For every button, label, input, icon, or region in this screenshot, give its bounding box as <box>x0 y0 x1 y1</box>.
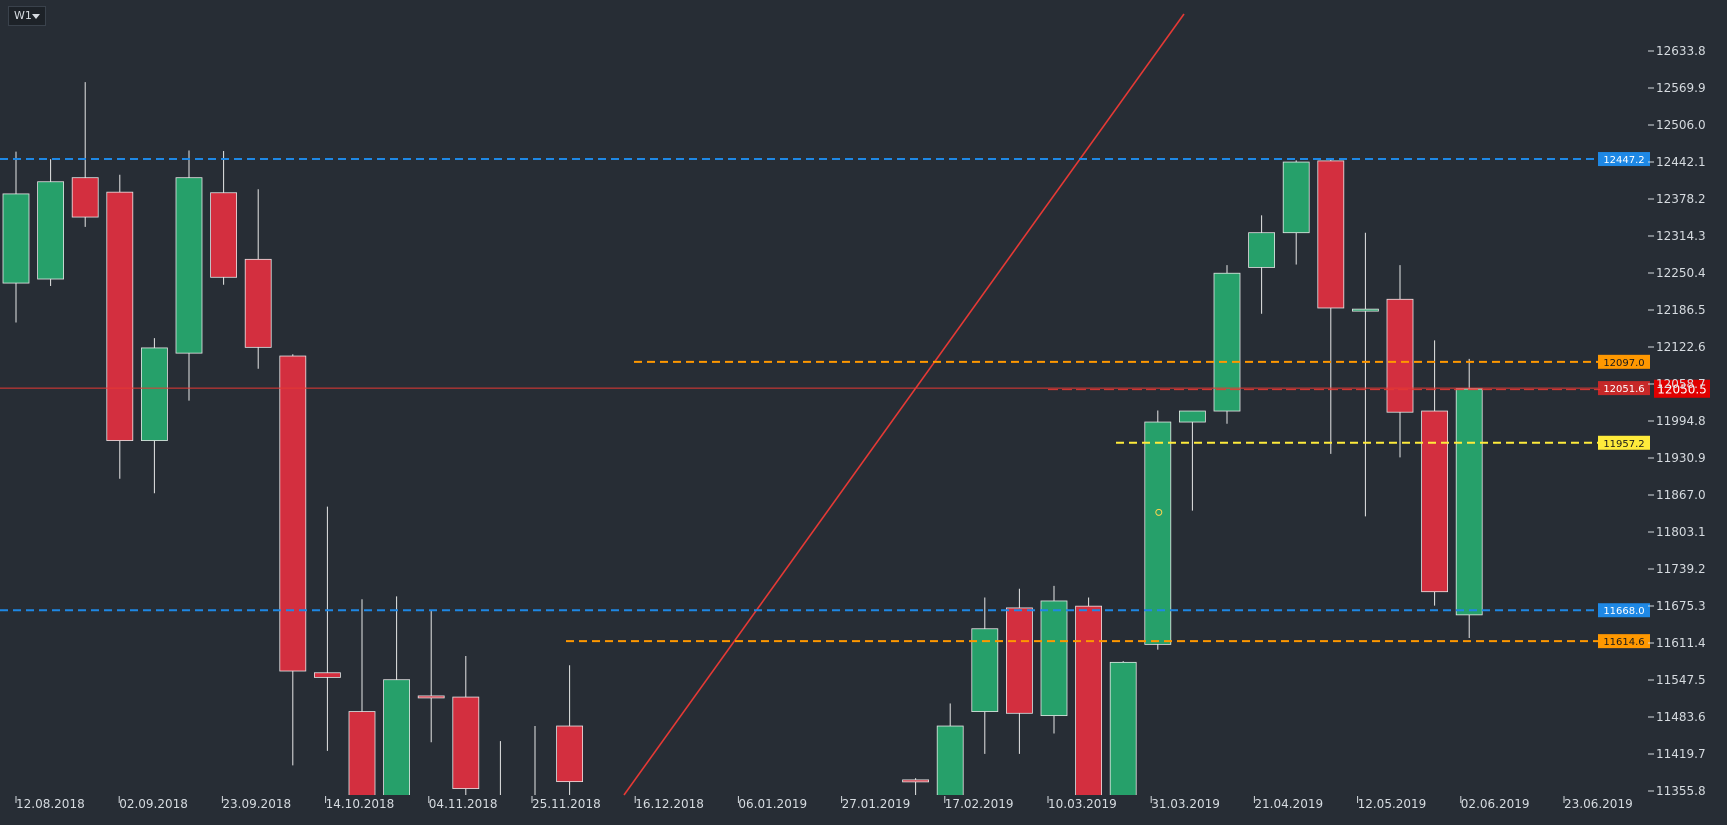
bull-candle[interactable] <box>936 725 964 800</box>
bull-candle[interactable] <box>1109 661 1137 800</box>
bull-candle[interactable] <box>1282 161 1310 234</box>
y-tick-label: 12569.9 <box>1656 81 1706 95</box>
chevron-down-icon <box>32 14 40 19</box>
bear-candle[interactable] <box>244 258 272 348</box>
bear-candle[interactable] <box>902 779 929 783</box>
bear-candle[interactable] <box>210 192 238 278</box>
timeframe-dropdown[interactable]: W1 <box>8 6 46 26</box>
y-tick-label: 11675.3 <box>1656 599 1706 613</box>
price-level-label: 11614.6 <box>1603 637 1644 648</box>
bull-candle[interactable] <box>1179 410 1206 423</box>
price-level-label: 12051.6 <box>1603 384 1644 395</box>
x-tick-label: 23.06.2019 <box>1564 797 1633 811</box>
x-tick-label: 02.06.2019 <box>1461 797 1530 811</box>
x-tick-label: 12.08.2018 <box>16 797 85 811</box>
y-tick-label: 11419.7 <box>1656 747 1706 761</box>
price-level-label: 12097.0 <box>1603 358 1644 369</box>
candles-group <box>2 82 1483 801</box>
x-tick-label: 25.11.2018 <box>532 797 601 811</box>
x-tick-label: 17.02.2019 <box>945 797 1014 811</box>
bear-candle[interactable] <box>71 177 99 218</box>
x-tick-label: 14.10.2018 <box>326 797 395 811</box>
bull-candle[interactable] <box>2 193 30 284</box>
y-tick-label: 11994.8 <box>1656 414 1706 428</box>
price-level-badge <box>1598 354 1650 369</box>
bear-candle[interactable] <box>556 725 583 783</box>
y-tick-label: 11611.4 <box>1656 636 1706 650</box>
price-level-badge <box>1598 381 1650 396</box>
y-tick-label: 12058.7 <box>1656 377 1706 391</box>
x-tick-label: 31.03.2019 <box>1151 797 1220 811</box>
y-tick-label: 12122.6 <box>1656 340 1706 354</box>
order-marker-icon <box>1155 508 1163 516</box>
y-tick-label: 12633.8 <box>1656 44 1706 58</box>
y-tick-label: 11803.1 <box>1656 525 1706 539</box>
bull-candle[interactable] <box>37 181 64 280</box>
bull-candle[interactable] <box>140 347 168 441</box>
price-level-badge <box>1598 152 1650 167</box>
y-tick-label: 12442.1 <box>1656 155 1706 169</box>
x-tick-label: 12.05.2019 <box>1358 797 1427 811</box>
bear-candle[interactable] <box>1075 605 1102 800</box>
bear-candle[interactable] <box>313 672 341 678</box>
bear-candle[interactable] <box>106 191 134 441</box>
x-tick-label: 06.01.2019 <box>738 797 807 811</box>
bear-candle[interactable] <box>1317 160 1345 309</box>
y-tick-label: 11930.9 <box>1656 451 1706 465</box>
bull-candle[interactable] <box>1213 272 1241 412</box>
x-tick-label: 23.09.2018 <box>222 797 291 811</box>
x-tick-label: 02.09.2018 <box>119 797 188 811</box>
timeframe-label: W1 <box>14 9 32 22</box>
y-tick-label: 11483.6 <box>1656 710 1706 724</box>
price-level-badge <box>1598 634 1650 649</box>
y-tick-label: 12186.5 <box>1656 303 1706 317</box>
bull-candle[interactable] <box>383 679 411 799</box>
bull-candle[interactable] <box>1352 308 1379 312</box>
price-level-label: 11668.0 <box>1603 606 1644 617</box>
y-tick-label: 12378.2 <box>1656 192 1706 206</box>
x-tick-label: 04.11.2018 <box>429 797 498 811</box>
bull-candle[interactable] <box>1040 600 1068 717</box>
bull-candle[interactable] <box>971 628 999 712</box>
y-tick-label: 11355.8 <box>1656 784 1706 798</box>
bear-candle[interactable] <box>1386 298 1414 413</box>
bear-candle[interactable] <box>348 711 376 801</box>
bear-candle[interactable] <box>417 695 445 699</box>
price-level-badge <box>1598 435 1650 450</box>
bear-candle[interactable] <box>452 696 480 789</box>
bear-candle[interactable] <box>279 355 307 672</box>
x-tick-label: 27.01.2019 <box>842 797 911 811</box>
current-price-badge <box>1654 379 1710 398</box>
bull-candle[interactable] <box>1248 232 1275 268</box>
trendline[interactable] <box>623 13 1185 796</box>
price-level-label: 12447.2 <box>1603 155 1644 166</box>
price-level-badge <box>1598 603 1650 618</box>
y-tick-label: 11547.5 <box>1656 673 1706 687</box>
bull-candle[interactable] <box>1144 421 1172 645</box>
current-price-label: 12050.5 <box>1657 383 1707 397</box>
bear-candle[interactable] <box>1006 607 1033 714</box>
x-tick-label: 10.03.2019 <box>1048 797 1117 811</box>
y-tick-label: 11739.2 <box>1656 562 1706 576</box>
y-tick-label: 12250.4 <box>1656 266 1706 280</box>
bear-candle[interactable] <box>1421 410 1448 593</box>
y-tick-label: 12314.3 <box>1656 229 1706 243</box>
x-tick-label: 21.04.2019 <box>1254 797 1323 811</box>
price-level-label: 11957.2 <box>1603 439 1644 450</box>
y-tick-label: 11867.0 <box>1656 488 1706 502</box>
bull-candle[interactable] <box>1455 388 1483 616</box>
bull-candle[interactable] <box>175 177 203 354</box>
y-tick-label: 12506.0 <box>1656 118 1706 132</box>
x-tick-label: 16.12.2018 <box>635 797 704 811</box>
